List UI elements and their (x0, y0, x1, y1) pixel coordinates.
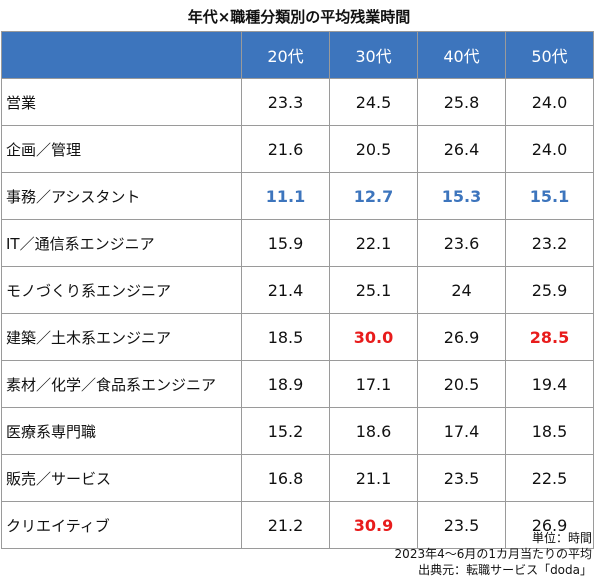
table-row: 事務／アシスタント 11.1 12.7 15.3 15.1 (1, 172, 594, 220)
table-row: IT／通信系エンジニア 15.9 22.1 23.6 23.2 (1, 219, 594, 267)
table-row: 建築／土木系エンジニア 18.5 30.0 26.9 28.5 (1, 313, 594, 361)
table-row: クリエイティブ 21.2 30.9 23.5 26.9 (1, 501, 594, 549)
table-row: モノづくり系エンジニア 21.4 25.1 24 25.9 (1, 266, 594, 314)
value-cell: 25.8 (417, 78, 506, 126)
row-category-label: 企画／管理 (1, 125, 242, 173)
source-note: 出典元：転職サービス「doda」 (418, 563, 592, 577)
value-cell: 18.5 (241, 313, 330, 361)
row-category-label: 販売／サービス (1, 454, 242, 502)
value-cell: 15.3 (417, 172, 506, 220)
value-cell: 11.1 (241, 172, 330, 220)
value-cell: 26.9 (417, 313, 506, 361)
value-cell: 21.6 (241, 125, 330, 173)
column-header: 50代 (505, 31, 594, 79)
table-row: 営業 23.3 24.5 25.8 24.0 (1, 78, 594, 126)
row-category-label: 営業 (1, 78, 242, 126)
table-row: 企画／管理 21.6 20.5 26.4 24.0 (1, 125, 594, 173)
value-cell: 21.4 (241, 266, 330, 314)
column-header: 40代 (417, 31, 506, 79)
value-cell: 18.9 (241, 360, 330, 408)
unit-note: 単位：時間 (531, 531, 592, 545)
row-category-label: クリエイティブ (1, 501, 242, 549)
value-cell: 24.0 (505, 125, 594, 173)
value-cell: 26.9 (505, 501, 594, 549)
value-cell: 20.5 (329, 125, 418, 173)
row-category-label: 事務／アシスタント (1, 172, 242, 220)
header-row: 20代 30代 40代 50代 (1, 31, 594, 79)
value-cell: 20.5 (417, 360, 506, 408)
value-cell: 22.1 (329, 219, 418, 267)
column-header: 30代 (329, 31, 418, 79)
value-cell: 23.5 (417, 454, 506, 502)
value-cell: 22.5 (505, 454, 594, 502)
value-cell: 15.2 (241, 407, 330, 455)
value-cell: 17.4 (417, 407, 506, 455)
value-cell: 17.1 (329, 360, 418, 408)
value-cell: 24.5 (329, 78, 418, 126)
value-cell: 15.9 (241, 219, 330, 267)
value-cell: 28.5 (505, 313, 594, 361)
table-row: 販売／サービス 16.8 21.1 23.5 22.5 (1, 454, 594, 502)
value-cell: 24.0 (505, 78, 594, 126)
chart-title: 年代×職種分類別の平均残業時間 (187, 8, 411, 26)
row-category-label: 建築／土木系エンジニア (1, 313, 242, 361)
value-cell: 21.1 (329, 454, 418, 502)
value-cell: 23.2 (505, 219, 594, 267)
row-category-label: 素材／化学／食品系エンジニア (1, 360, 242, 408)
value-cell: 23.6 (417, 219, 506, 267)
value-cell: 18.5 (505, 407, 594, 455)
overtime-table: 20代 30代 40代 50代 営業 23.3 24.5 25.8 24.0 企画／管理 2… (1, 31, 594, 549)
value-cell: 24 (417, 266, 506, 314)
column-header: 20代 (241, 31, 330, 79)
table-row: 医療系専門職 15.2 18.6 17.4 18.5 (1, 407, 594, 455)
table-notes: 単位：時間 2023年4～6月の1カ月当たりの平均 出典元：転職サービス「dod… (395, 530, 592, 578)
value-cell: 21.2 (241, 501, 330, 549)
value-cell: 26.4 (417, 125, 506, 173)
row-category-label: 医療系専門職 (1, 407, 242, 455)
period-note: 2023年4～6月の1カ月当たりの平均 (394, 547, 592, 561)
table-row: 素材／化学／食品系エンジニア 18.9 17.1 20.5 19.4 (1, 360, 594, 408)
value-cell: 15.1 (505, 172, 594, 220)
value-cell: 23.5 (417, 501, 506, 549)
value-cell: 19.4 (505, 360, 594, 408)
row-category-label: モノづくり系エンジニア (1, 266, 242, 314)
value-cell: 25.9 (505, 266, 594, 314)
value-cell: 30.0 (329, 313, 418, 361)
value-cell: 16.8 (241, 454, 330, 502)
value-cell: 18.6 (329, 407, 418, 455)
table-body: 営業 23.3 24.5 25.8 24.0 企画／管理 21.6 20.5 26.4 24.0 事… (1, 78, 594, 549)
value-cell: 12.7 (329, 172, 418, 220)
value-cell: 25.1 (329, 266, 418, 314)
header-corner (1, 31, 242, 79)
row-category-label: IT／通信系エンジニア (1, 219, 242, 267)
value-cell: 23.3 (241, 78, 330, 126)
